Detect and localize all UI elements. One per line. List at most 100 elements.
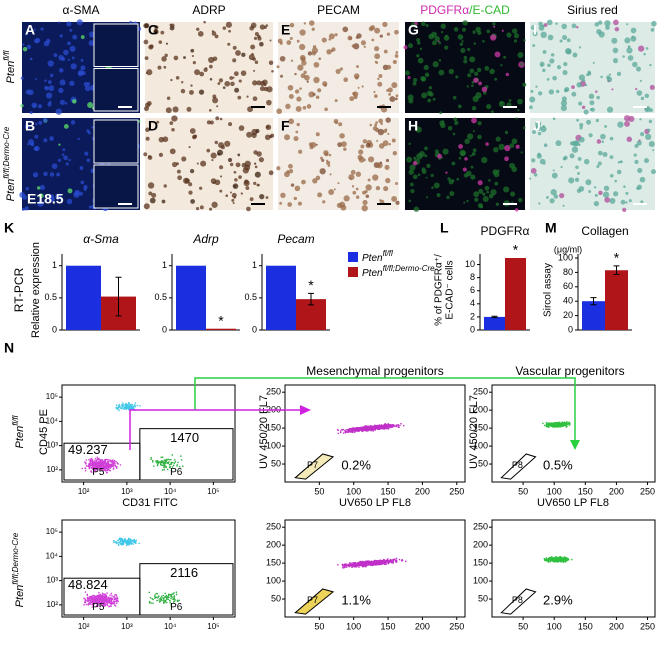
texture	[443, 35, 450, 41]
panel-label: α-SMA	[63, 3, 100, 17]
gene: Pten	[5, 179, 17, 202]
texture	[91, 126, 94, 129]
event	[351, 566, 353, 569]
texture	[294, 89, 300, 94]
texture	[234, 178, 238, 182]
texture	[455, 75, 459, 79]
genotype: Ptenfl/fl	[362, 249, 393, 264]
event	[117, 543, 120, 546]
event	[365, 428, 367, 431]
texture	[63, 124, 69, 129]
texture	[596, 95, 600, 100]
texture	[573, 140, 580, 147]
event	[178, 465, 181, 468]
texture	[315, 132, 320, 137]
texture	[28, 89, 34, 96]
event	[162, 602, 165, 604]
texture	[253, 69, 256, 72]
texture	[588, 190, 592, 193]
event	[397, 426, 400, 429]
texture	[388, 143, 391, 146]
texture	[461, 27, 467, 32]
event	[560, 425, 563, 428]
texture	[224, 80, 231, 87]
event	[152, 461, 154, 463]
event	[376, 425, 378, 427]
texture	[460, 47, 466, 53]
texture	[355, 171, 362, 177]
event	[357, 426, 359, 429]
event	[97, 457, 100, 460]
texture	[549, 58, 555, 64]
texture	[579, 126, 583, 130]
texture	[535, 85, 538, 88]
percentage: 0.5%	[543, 457, 573, 472]
event	[97, 594, 100, 597]
texture	[647, 128, 651, 132]
gene: Pten	[362, 268, 383, 279]
texture	[258, 157, 264, 163]
texture	[378, 118, 384, 124]
event	[88, 467, 91, 469]
texture	[237, 153, 241, 157]
x-tick-label: 250	[640, 486, 655, 496]
event	[121, 538, 123, 541]
texture	[334, 121, 338, 125]
texture	[27, 143, 30, 146]
texture	[547, 34, 554, 41]
texture	[538, 91, 543, 96]
event	[85, 462, 87, 464]
significance: *	[308, 277, 314, 293]
event	[115, 467, 118, 469]
texture	[452, 132, 456, 136]
texture	[365, 184, 372, 191]
texture	[564, 86, 570, 92]
texture	[576, 82, 582, 88]
texture	[266, 99, 272, 106]
event	[96, 603, 99, 606]
event	[557, 558, 559, 561]
event	[161, 460, 164, 463]
texture	[612, 47, 619, 54]
event	[118, 538, 120, 541]
texture	[556, 89, 560, 94]
texture	[262, 79, 268, 86]
texture	[219, 189, 223, 193]
texture	[386, 64, 392, 70]
texture	[297, 201, 302, 206]
texture	[147, 182, 155, 189]
y-tick-label: 0	[162, 324, 167, 334]
texture	[517, 52, 524, 59]
event	[135, 539, 138, 542]
texture	[407, 76, 411, 80]
texture	[547, 63, 551, 68]
texture	[588, 133, 593, 138]
event	[154, 595, 156, 598]
texture	[545, 196, 549, 199]
texture	[20, 76, 24, 80]
event	[170, 469, 173, 472]
texture	[43, 171, 48, 177]
gate	[139, 428, 234, 481]
micrograph: B	[19, 118, 141, 212]
event	[347, 429, 350, 431]
texture	[428, 86, 433, 90]
event	[395, 557, 398, 560]
event	[88, 599, 90, 602]
texture	[514, 208, 519, 212]
texture	[626, 47, 633, 54]
micrograph: F	[276, 117, 400, 212]
texture	[279, 55, 286, 62]
texture	[190, 84, 193, 87]
texture	[88, 205, 93, 209]
event	[390, 559, 393, 561]
texture	[575, 165, 579, 169]
texture	[416, 153, 423, 160]
y-tick-label: 10²	[46, 600, 58, 609]
texture	[192, 61, 196, 65]
y-tick-label: 0	[52, 324, 57, 334]
texture	[232, 183, 239, 189]
event	[122, 408, 125, 410]
texture	[254, 171, 261, 178]
event	[343, 564, 345, 567]
